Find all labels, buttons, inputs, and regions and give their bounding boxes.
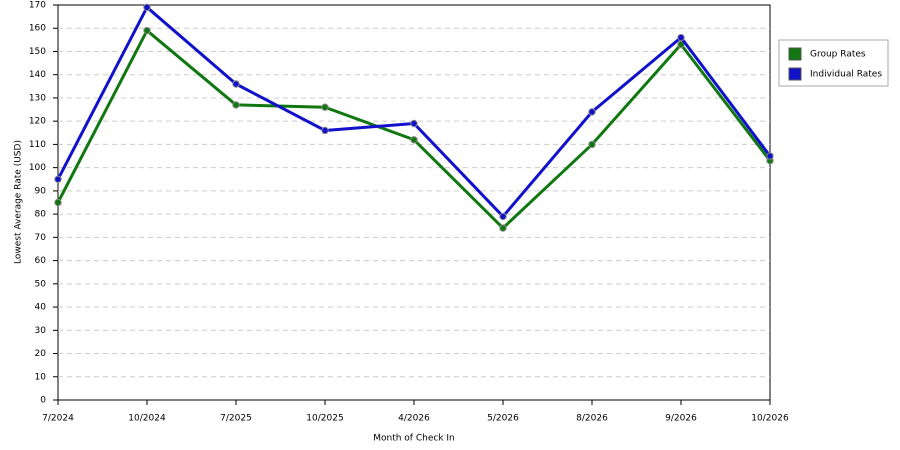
y-axis-label: Lowest Average Rate (USD)	[14, 140, 24, 264]
data-point	[677, 40, 685, 49]
x-tick-label: 10/2025	[306, 414, 343, 424]
legend-label: Individual Rates	[810, 70, 882, 80]
data-point	[54, 198, 62, 207]
y-tick-label: 40	[35, 303, 47, 313]
data-point	[143, 26, 151, 35]
y-tick-label: 100	[29, 163, 46, 173]
x-tick-label: 7/2025	[220, 414, 252, 424]
data-point	[321, 126, 329, 135]
x-tick-label: 4/2026	[398, 414, 430, 424]
y-tick-label: 90	[35, 186, 47, 196]
x-tick-label: 5/2026	[487, 414, 519, 424]
legend-label: Group Rates	[810, 50, 866, 60]
data-point	[410, 119, 418, 128]
legend-swatch	[788, 67, 802, 81]
y-tick-label: 160	[29, 24, 46, 34]
data-point	[54, 175, 62, 183]
y-tick-label: 20	[35, 349, 47, 359]
x-tick-label: 8/2026	[576, 414, 608, 424]
y-tick-label: 120	[29, 117, 46, 127]
x-tick-label: 7/2024	[42, 414, 74, 424]
y-tick-label: 80	[35, 210, 47, 220]
y-tick-label: 130	[29, 93, 46, 103]
x-axis-label: Month of Check In	[373, 434, 455, 444]
y-tick-label: 50	[35, 279, 47, 289]
data-point	[232, 80, 240, 88]
y-tick-label: 60	[35, 256, 47, 266]
data-point	[588, 140, 596, 149]
y-tick-label: 170	[29, 1, 46, 11]
data-point	[410, 136, 418, 144]
x-tick-label: 9/2026	[665, 414, 697, 424]
y-tick-label: 30	[35, 326, 47, 336]
y-tick-label: 140	[29, 70, 46, 80]
y-tick-label: 10	[35, 372, 47, 382]
data-point	[143, 3, 151, 12]
data-point	[677, 33, 685, 42]
y-tick-label: 70	[35, 233, 47, 243]
data-point	[499, 224, 507, 232]
data-point	[232, 101, 240, 109]
x-tick-label: 10/2024	[128, 414, 166, 424]
y-tick-label: 150	[29, 47, 46, 57]
data-point	[766, 152, 774, 160]
data-point	[499, 212, 507, 221]
y-tick-label: 110	[29, 140, 46, 150]
data-point	[588, 108, 596, 116]
x-tick-label: 10/2026	[751, 414, 789, 424]
legend-swatch	[788, 47, 802, 61]
plot-area	[57, 4, 771, 401]
data-point	[321, 103, 329, 111]
y-tick-label: 0	[40, 396, 46, 406]
